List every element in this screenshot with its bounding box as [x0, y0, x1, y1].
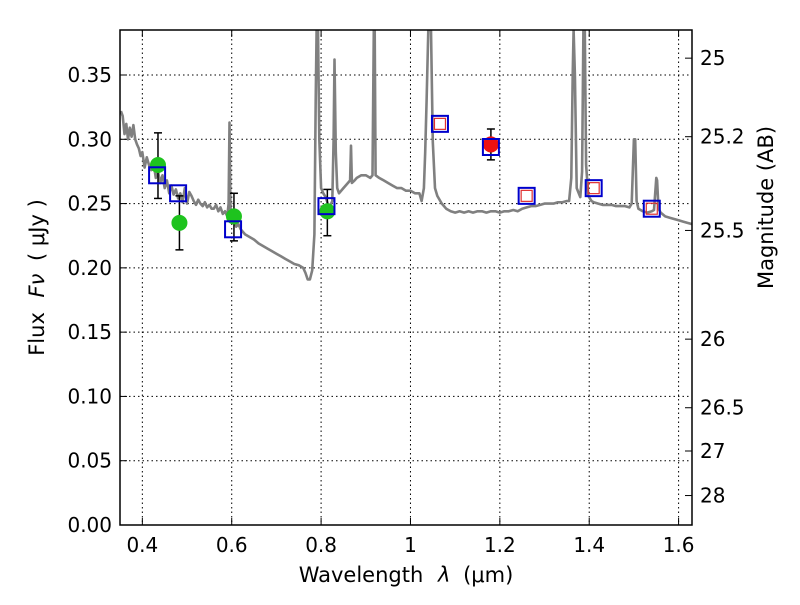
- y2-tick-label: 25.5: [700, 218, 745, 242]
- model-photometry-inner-square: [433, 117, 447, 130]
- y-tick-label: 0.25: [67, 192, 112, 216]
- x-tick-label: 1.2: [484, 533, 516, 557]
- x-axis-label-symbol: λ: [437, 563, 450, 587]
- observed-point-green: [171, 214, 188, 231]
- y-tick-label: 0.20: [67, 256, 112, 280]
- model-spectrum-line: [120, 30, 692, 281]
- model-photometry-square: [317, 197, 336, 216]
- model-photometry-square: [148, 166, 167, 185]
- y2-tick-label: 25.2: [700, 125, 745, 149]
- y2-tick-label: 26: [700, 327, 725, 351]
- model-photometry-square: [642, 199, 661, 218]
- model-photometry-inner-square: [645, 202, 658, 215]
- model-photometry-square: [481, 138, 500, 156]
- y-tick-label: 0.10: [67, 384, 112, 408]
- y-tick-label: 0.00: [67, 513, 112, 537]
- y2-axis-label: Magnitude (AB): [754, 126, 778, 289]
- y-axis-label-text: Flux: [25, 312, 49, 356]
- x-tick-label: 0.8: [305, 533, 337, 557]
- x-tick-label: 0.6: [216, 533, 248, 557]
- y-tick-label: 0.05: [67, 449, 112, 473]
- model-photometry-inner-square: [520, 189, 533, 202]
- x-tick-label: 0.4: [126, 533, 158, 557]
- x-axis-label-unit: (μm): [463, 563, 513, 587]
- model-photometry-square: [430, 114, 449, 133]
- y2-tick-label: 27: [700, 439, 725, 463]
- plot-frame: [119, 29, 693, 526]
- marker-layer: [148, 114, 661, 239]
- tick-layer: 0.4 0.6 0.8 1 1.2 1.4 1.6 0.00 0.05 0.10 0.15 0.20 0…: [67, 30, 745, 557]
- observed-point-red: [482, 136, 499, 153]
- observed-point-green: [149, 157, 166, 173]
- x-axis-label-text: Wavelength: [299, 563, 424, 587]
- x-axis-label: Wavelength λ (μm): [299, 563, 514, 587]
- y2-tick-label: 26.5: [700, 396, 745, 420]
- y-axis-label-unit: ( μJy ): [25, 199, 49, 261]
- y-tick-label: 0.15: [67, 320, 112, 344]
- spectrum-layer: [120, 30, 692, 281]
- model-photometry-square: [169, 184, 188, 203]
- errorbar-layer: [153, 128, 495, 251]
- x-tick-label: 1.6: [663, 533, 695, 557]
- observed-point-green: [319, 203, 336, 220]
- y-axis-label: Flux Fν ( μJy ): [25, 199, 49, 356]
- grid-layer: [120, 30, 692, 526]
- model-photometry-inner-square: [587, 182, 600, 195]
- model-photometry-square: [517, 186, 536, 205]
- y-tick-label: 0.35: [67, 63, 112, 87]
- y2-tick-label: 25: [700, 46, 725, 70]
- model-photometry-square: [224, 220, 243, 239]
- x-tick-label: 1.4: [573, 533, 605, 557]
- model-photometry-square: [584, 179, 603, 198]
- y2-tick-label: 28: [700, 484, 725, 508]
- y-tick-label: 0.30: [67, 127, 112, 151]
- x-tick-label: 1: [404, 533, 417, 557]
- y-axis-label-symbol: Fν: [25, 273, 49, 297]
